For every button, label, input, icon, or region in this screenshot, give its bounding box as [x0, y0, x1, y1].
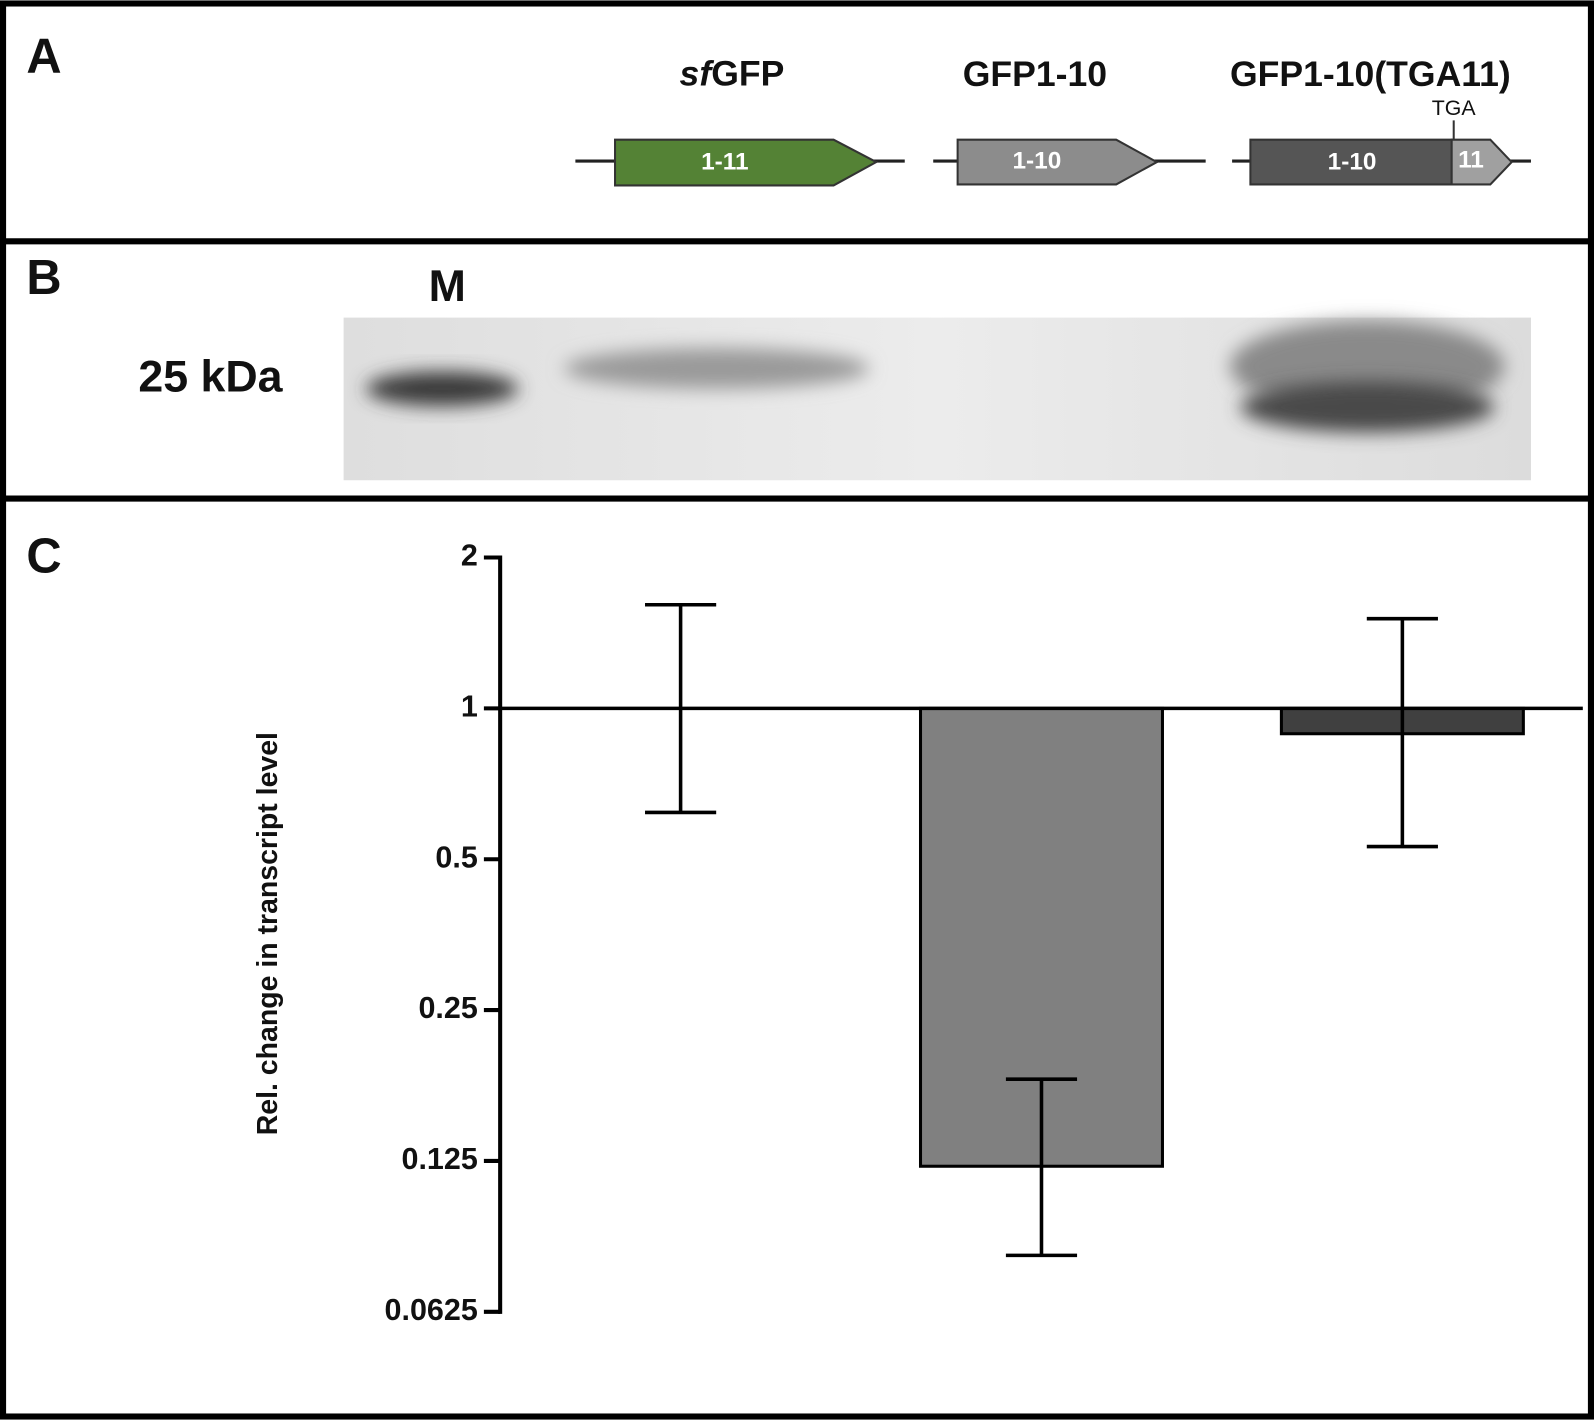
- panel-label: B: [26, 251, 61, 305]
- error-bar: [1366, 616, 1438, 849]
- construct-name-italic: sf: [680, 54, 715, 94]
- panel-label: C: [26, 529, 61, 583]
- lane-label: M: [429, 262, 466, 311]
- gene-arrow: [614, 138, 879, 187]
- gel-band: [1240, 381, 1495, 433]
- construct-name: GFP1-10: [963, 54, 1107, 94]
- gel-band: [365, 371, 519, 407]
- y-tick-label: 0.125: [401, 1142, 477, 1176]
- y-tick-label: 1: [461, 689, 478, 723]
- panel-label: A: [26, 29, 61, 83]
- segment-label: 1-11: [701, 149, 748, 176]
- gene-arrow: [956, 138, 1159, 186]
- marker-label: 25 kDa: [138, 352, 283, 401]
- gel-band: [564, 348, 870, 389]
- construct-name: GFP1-10(TGA11): [1230, 54, 1511, 94]
- error-bar: [1005, 1077, 1078, 1258]
- gel-image: [343, 317, 1531, 481]
- y-axis-label: Rel. change in transcript level: [252, 732, 284, 1135]
- y-tick-label: 0.25: [418, 991, 477, 1025]
- construct-name: sfGFP: [680, 54, 785, 94]
- y-tick-label: 0.5: [435, 840, 477, 874]
- stop-codon: TGA: [1432, 96, 1477, 120]
- y-tick-label: 2: [461, 539, 478, 573]
- y-tick-label: 0.0625: [385, 1293, 478, 1327]
- segment-label: 1-10: [1328, 149, 1377, 176]
- construct-name-rest: GFP: [711, 54, 784, 94]
- segment-label: 11: [1458, 146, 1484, 173]
- gene-arrow-tip: [1450, 138, 1514, 186]
- segment-label: 1-10: [1013, 148, 1062, 175]
